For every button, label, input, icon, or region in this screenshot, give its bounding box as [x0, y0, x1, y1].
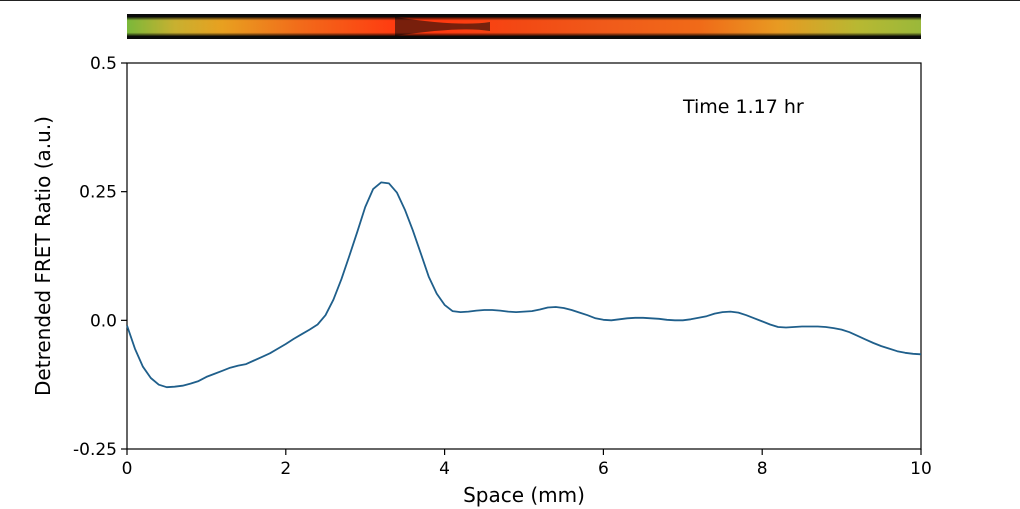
- y-tick-label: 0.5: [90, 54, 117, 74]
- fluorescence-image-strip: [127, 14, 921, 39]
- x-tick-label: 6: [598, 459, 609, 479]
- plot-frame: [126, 62, 922, 450]
- time-annotation: Time 1.17 hr: [682, 96, 804, 118]
- x-axis-title: Space (mm): [463, 483, 585, 507]
- x-tick-label: 2: [280, 459, 291, 479]
- y-tick-label: 0.0: [90, 311, 117, 331]
- y-tick-label: 0.25: [79, 183, 117, 203]
- x-tick-label: 4: [439, 459, 450, 479]
- top-border-line: [0, 0, 1020, 1]
- series-line: [126, 181, 922, 389]
- y-tick-label: -0.25: [73, 440, 117, 460]
- x-tick-label: 0: [122, 459, 133, 479]
- y-axis-title: Detrended FRET Ratio (a.u.): [31, 116, 55, 396]
- x-tick-label: 10: [910, 459, 932, 479]
- x-tick-label: 8: [757, 459, 768, 479]
